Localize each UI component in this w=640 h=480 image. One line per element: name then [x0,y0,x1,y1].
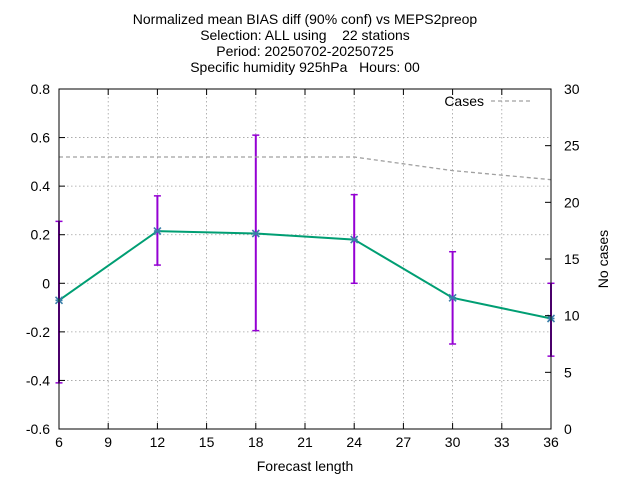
y-tick-label: -0.6 [26,421,50,437]
title-line-3: Period: 20250702-20250725 [216,43,394,59]
y2-tick-label: 25 [564,138,580,154]
x-tick-label: 36 [543,434,559,450]
data-point-marker [448,293,457,302]
legend: Cases [444,93,531,109]
y-tick-label: 0 [42,275,50,291]
title-line-1: Normalized mean BIAS diff (90% conf) vs … [132,11,478,27]
x-tick-label: 30 [445,434,461,450]
y2-tick-label: 0 [564,421,572,437]
y2-axis-label: No cases [595,230,611,288]
x-tick-label: 15 [199,434,215,450]
series-line-bias [58,230,552,320]
chart-title: Normalized mean BIAS diff (90% conf) vs … [0,11,610,75]
series-line-cases [59,156,552,181]
x-tick-label: 21 [297,434,313,450]
title-line-4: Specific humidity 925hPa Hours: 00 [190,59,420,75]
data-point-marker [251,229,260,238]
y-tick-label: -0.4 [26,372,50,388]
x-tick-label: 18 [248,434,264,450]
y2-tick-label: 10 [564,308,580,324]
title-line-2: Selection: ALL using 22 stations [200,27,410,43]
y2-tick-label: 30 [564,81,580,97]
y-tick-label: 0.8 [31,81,51,97]
y-tick-label: 0.4 [31,178,51,194]
x-tick-label: 24 [346,434,362,450]
x-tick-label: 27 [396,434,412,450]
grid [59,89,551,429]
y-tick-label: 0.6 [31,130,51,146]
x-tick-label: 9 [104,434,112,450]
y-tick-label: 0.2 [31,227,51,243]
x-tick-label: 6 [55,434,63,450]
y2-tick-label: 5 [564,364,572,380]
data-point-marker [153,227,162,236]
x-tick-label: 33 [494,434,510,450]
y-tick-label: -0.2 [26,324,50,340]
x-axis-label: Forecast length [257,458,354,474]
data-point-marker [350,235,359,244]
axes: 6 9 12 15 18 21 24 27 30 33 36 -0.6 -0.4 -0.2 0 0.2 0.4 0… [26,81,580,450]
legend-label-cases: Cases [444,93,484,109]
y2-tick-label: 15 [564,251,580,267]
y2-tick-label: 20 [564,194,580,210]
x-tick-label: 12 [150,434,166,450]
